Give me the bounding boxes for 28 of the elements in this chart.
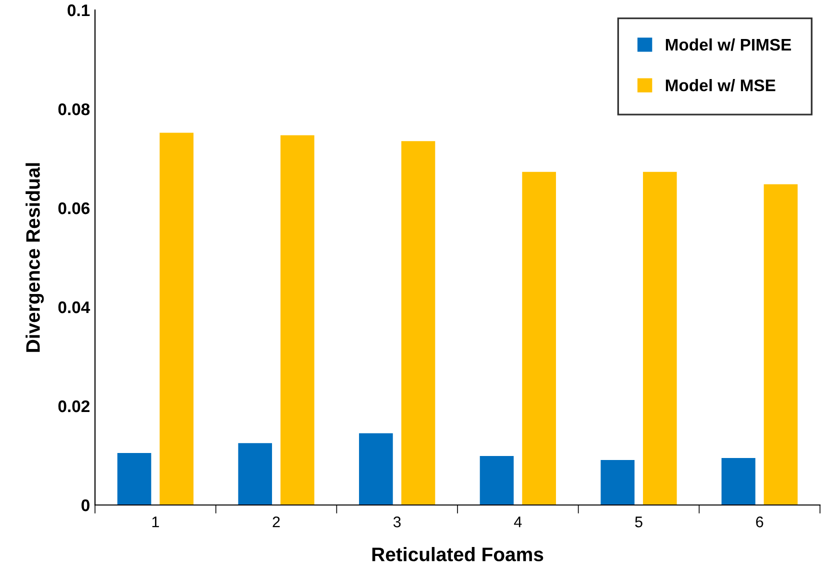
bar [238, 443, 272, 505]
bar [480, 456, 514, 505]
bar [764, 184, 798, 505]
bar [160, 132, 194, 505]
legend-label: Model w/ PIMSE [666, 38, 792, 51]
y-axis-title: Divergence Residual [26, 163, 44, 352]
x-tick-label: 2 [272, 516, 280, 528]
y-tick-label: 0 [82, 499, 90, 512]
legend-label: Model w/ MSE [666, 79, 776, 92]
bar [401, 141, 436, 505]
y-tick-label: 0.06 [58, 202, 90, 214]
y-tick-label: 0.08 [58, 103, 90, 116]
bar [522, 172, 556, 505]
bar [600, 460, 635, 505]
y-tick-label: 0.04 [58, 301, 90, 314]
x-tick-label: 4 [514, 516, 522, 528]
x-tick-label: 3 [393, 516, 401, 528]
bar [642, 172, 677, 505]
bar [280, 135, 314, 505]
x-tick-label: 6 [756, 516, 764, 528]
bar [359, 433, 393, 505]
x-axis-title: Reticulated Foams [372, 547, 544, 562]
bar [722, 458, 756, 505]
y-tick-label: 0.02 [58, 400, 90, 412]
x-tick-label: 5 [635, 516, 642, 528]
y-tick-label: 0.1 [68, 4, 90, 16]
x-tick-label: 1 [152, 516, 159, 528]
bar [117, 453, 152, 505]
